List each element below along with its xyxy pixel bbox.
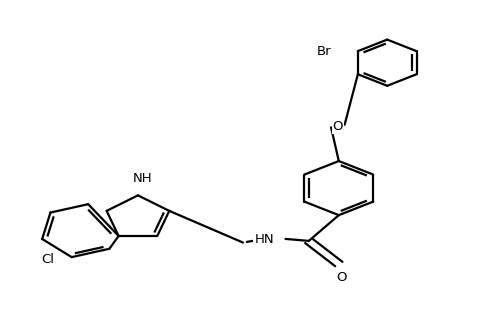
- Text: NH: NH: [133, 173, 152, 185]
- Text: O: O: [336, 271, 347, 284]
- Text: O: O: [333, 119, 343, 133]
- Text: Cl: Cl: [42, 253, 55, 266]
- Text: Br: Br: [317, 45, 331, 58]
- Text: HN: HN: [254, 233, 274, 246]
